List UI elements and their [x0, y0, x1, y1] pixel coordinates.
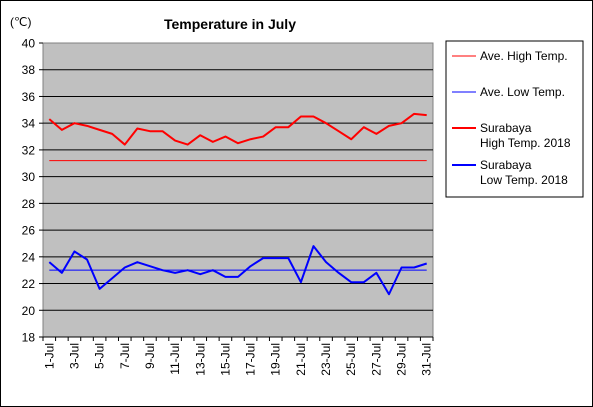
y-tick-label: 24 — [22, 250, 36, 264]
x-tick-label: 7-Jul — [118, 343, 132, 369]
legend-label: Surabaya — [480, 121, 532, 135]
y-axis-unit-label: (℃) — [10, 15, 31, 29]
y-tick-label: 34 — [22, 117, 36, 131]
legend: Ave. High Temp.Ave. Low Temp.SurabayaHig… — [452, 49, 571, 187]
y-tick-label: 22 — [22, 277, 36, 291]
legend-label: Ave. High Temp. — [480, 49, 568, 63]
x-tick-label: 19-Jul — [269, 343, 283, 376]
gridlines — [43, 69, 433, 311]
series-lines — [48, 112, 428, 296]
legend-box — [445, 40, 584, 198]
y-tick-label: 36 — [22, 90, 36, 104]
x-axis: 1-Jul 3-Jul 5-Jul 7-Jul 9-Jul 11-Jul 13-Jul 15-… — [42, 336, 434, 376]
legend-label: Ave. Low Temp. — [480, 85, 565, 99]
x-tick-label: 11-Jul — [168, 343, 182, 375]
x-tick-label: 27-Jul — [369, 343, 383, 376]
x-tick-label: 25-Jul — [344, 343, 358, 376]
legend-label: Low Temp. 2018 — [480, 173, 568, 187]
x-tick-label: 23-Jul — [319, 343, 333, 376]
plot-area — [42, 42, 434, 338]
y-tick-label: 40 — [22, 37, 36, 51]
y-tick-label: 26 — [22, 224, 36, 238]
x-tick-label: 21-Jul — [294, 343, 308, 376]
x-tick-label: 9-Jul — [143, 343, 157, 369]
x-tick-label: 5-Jul — [93, 343, 107, 369]
y-tick-label: 28 — [22, 197, 36, 211]
y-tick-label: 38 — [22, 63, 36, 77]
chart-title: Temperature in July — [164, 16, 296, 32]
y-tick-label: 32 — [22, 143, 36, 157]
x-tick-label: 3-Jul — [67, 343, 81, 369]
y-tick-label: 20 — [22, 304, 36, 318]
x-tick-label: 31-Jul — [420, 343, 434, 376]
y-tick-label: 18 — [22, 331, 36, 345]
x-tick-label: 15-Jul — [218, 343, 232, 376]
x-tick-label: 13-Jul — [193, 343, 207, 376]
legend-label: High Temp. 2018 — [480, 136, 571, 150]
y-axis: 18 20 22 24 26 28 30 32 34 36 38 40 — [22, 37, 43, 345]
x-tick-label: 17-Jul — [244, 343, 258, 376]
x-tick-label: 1-Jul — [42, 343, 56, 369]
y-tick-label: 30 — [22, 170, 36, 184]
series-line — [48, 245, 428, 296]
legend-label: Surabaya — [480, 158, 532, 172]
x-tick-label: 29-Jul — [395, 343, 409, 376]
series-line — [48, 112, 427, 146]
